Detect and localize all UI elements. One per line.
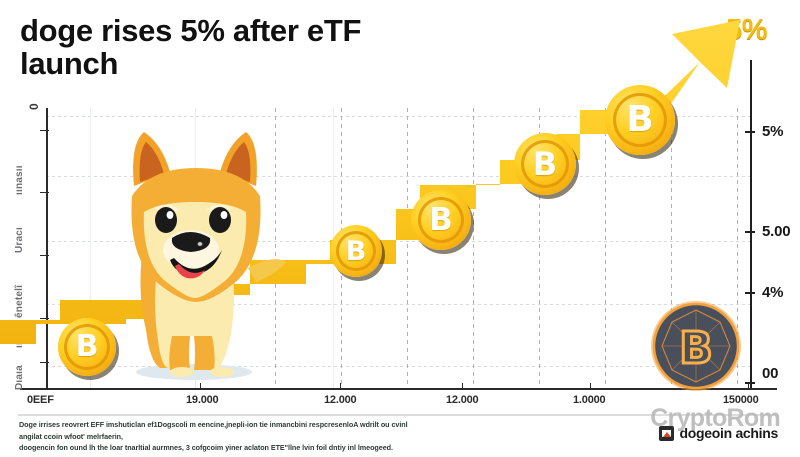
- y-axis-tick: [40, 255, 49, 256]
- y-axis-label-left: Uracı: [14, 226, 25, 253]
- y-axis-label-right: 4%: [762, 284, 784, 301]
- x-axis-tick: [590, 383, 591, 390]
- bitcoin-symbol: B: [429, 201, 453, 238]
- brand-label: dogeoin achins: [679, 425, 779, 441]
- x-axis-tick: [748, 383, 749, 390]
- footer-divider: [18, 414, 778, 416]
- gridline-vertical-gold: [605, 108, 606, 388]
- y-axis-label-right: 00: [762, 365, 779, 382]
- y-axis-label-left: ênetelî: [14, 284, 25, 318]
- y-axis-tick-right: [745, 131, 755, 133]
- y-axis-right: [750, 60, 752, 390]
- y-axis-tick: [40, 130, 49, 131]
- y-axis-tick: [40, 362, 49, 363]
- broken-image-icon: [658, 425, 674, 441]
- bitcoin-symbol: B: [75, 329, 99, 364]
- x-axis-label: 12.000: [324, 394, 357, 406]
- y-axis-label-right: 5%: [762, 123, 784, 140]
- page-title-line1: doge rises 5% after eTF: [20, 13, 362, 48]
- brand-row: dogeoin achins: [658, 425, 779, 441]
- x-axis-tick: [462, 383, 463, 390]
- bitcoin-symbol: B: [345, 235, 367, 267]
- y-axis-label-left: 0: [27, 103, 41, 110]
- x-axis-label: 19.000: [186, 394, 219, 406]
- bitcoin-coin-icon: B: [58, 318, 116, 376]
- x-axis-label: 1.0000: [573, 394, 606, 406]
- y-axis-tick: [40, 318, 49, 319]
- page-title-line2: launch: [20, 46, 119, 82]
- y-axis-left: [46, 108, 48, 390]
- footer-caption-line1: Doge irrises reovrert EFF imshuticlan ef…: [19, 420, 408, 441]
- x-axis-tick: [200, 383, 201, 390]
- bitcoin-coin-icon: B: [514, 133, 576, 195]
- page-title: doge rises 5% after eTF launch: [20, 14, 540, 80]
- y-axis-tick-right: [745, 231, 755, 233]
- footer-caption: Doge irrises reovrert EFF imshuticlan ef…: [19, 419, 419, 454]
- gridline-vertical-gold: [407, 108, 408, 388]
- shiba-inu-icon: [131, 132, 286, 380]
- y-axis-label-right: 5.00: [762, 223, 791, 240]
- bitcoin-coin-icon: B: [411, 190, 471, 250]
- y-axis-tick-right: [745, 382, 755, 384]
- x-axis-label: 12.000: [446, 394, 479, 406]
- bitcoin-symbol: B: [532, 145, 558, 183]
- svg-text:B: B: [679, 323, 713, 374]
- bitcoin-coin-icon: B: [330, 225, 382, 277]
- y-axis-tick-right: [745, 292, 755, 294]
- y-axis-label-left: Dıaıa: [14, 365, 25, 390]
- x-axis-tick: [46, 383, 47, 390]
- x-axis-tick: [340, 383, 341, 390]
- gridline-horizontal: [46, 366, 751, 367]
- gridline-vertical-gold: [473, 108, 474, 388]
- x-axis-label: 150000: [723, 394, 759, 406]
- x-axis: [20, 388, 777, 390]
- bitcoin-coin-icon: B: [605, 85, 675, 155]
- x-axis-label: 0EEF: [27, 394, 54, 406]
- percent-callout: 5%: [726, 14, 767, 46]
- y-axis-label-left: ıınasıı: [14, 165, 25, 195]
- footer-caption-line2: doogencin fon ound lh the loar tnarltial…: [19, 443, 393, 453]
- y-axis-label-left: ıırem: [14, 323, 25, 348]
- y-axis-tick: [40, 192, 49, 193]
- svg-text:B: B: [679, 323, 713, 374]
- bitcoin-symbol: B: [626, 99, 654, 140]
- bitcoin-medallion-icon: B B B B: [651, 301, 741, 391]
